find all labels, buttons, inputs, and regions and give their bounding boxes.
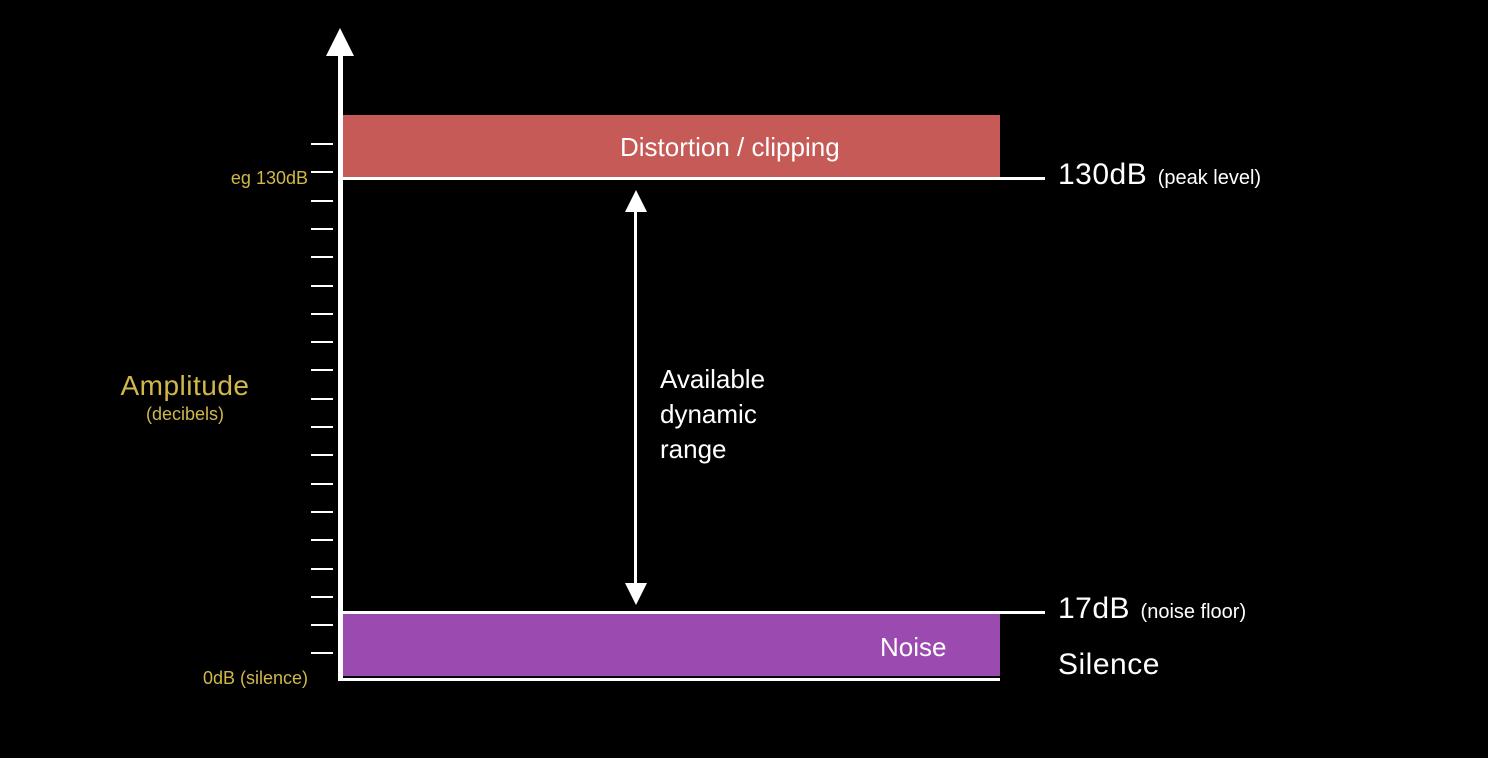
range-arrow-down-icon — [625, 583, 647, 605]
y-axis-tick — [311, 624, 333, 626]
y-axis-tick — [311, 568, 333, 570]
range-arrow-line — [634, 210, 637, 585]
peak-level-value: 130dB — [1058, 158, 1147, 191]
range-label-line2: dynamic — [660, 399, 757, 429]
y-axis-tick — [311, 511, 333, 513]
peak-level-line — [343, 177, 1045, 180]
y-axis-arrowhead-icon — [326, 28, 354, 56]
y-axis-tick — [311, 228, 333, 230]
y-axis-tick — [311, 652, 333, 654]
y-axis-tick — [311, 171, 333, 173]
y-axis-tick — [311, 596, 333, 598]
noise-floor-line — [343, 611, 1045, 614]
noise-label: Noise — [880, 632, 946, 663]
range-arrow-up-icon — [625, 190, 647, 212]
dynamic-range-diagram: Amplitude (decibels) eg 130dB 0dB (silen… — [0, 0, 1488, 758]
baseline-line — [338, 678, 1000, 681]
left-label-bottom: 0dB (silence) — [150, 668, 308, 689]
noise-floor-note: (noise floor) — [1141, 601, 1247, 623]
axis-title: Amplitude (decibels) — [95, 370, 275, 425]
noise-floor-value: 17dB — [1058, 592, 1130, 625]
y-axis-tick — [311, 200, 333, 202]
range-label-line1: Available — [660, 364, 765, 394]
range-label-line3: range — [660, 434, 727, 464]
y-axis-tick — [311, 143, 333, 145]
left-label-top: eg 130dB — [150, 168, 308, 189]
silence-label: Silence — [1058, 648, 1160, 682]
y-axis-tick — [311, 539, 333, 541]
peak-level-note: (peak level) — [1158, 167, 1261, 189]
y-axis-tick — [311, 483, 333, 485]
range-label: Available dynamic range — [660, 362, 765, 467]
y-axis-tick — [311, 454, 333, 456]
silence-text: Silence — [1058, 648, 1160, 681]
peak-level-label: 130dB (peak level) — [1058, 158, 1261, 192]
noise-floor-label: 17dB (noise floor) — [1058, 592, 1246, 626]
y-axis-tick — [311, 256, 333, 258]
axis-title-sub: (decibels) — [95, 404, 275, 425]
y-axis-tick — [311, 313, 333, 315]
y-axis-tick — [311, 426, 333, 428]
y-axis-tick — [311, 285, 333, 287]
y-axis-tick — [311, 398, 333, 400]
y-axis-tick — [311, 341, 333, 343]
axis-title-main: Amplitude — [95, 370, 275, 402]
distortion-label: Distortion / clipping — [620, 132, 840, 163]
y-axis-tick — [311, 369, 333, 371]
